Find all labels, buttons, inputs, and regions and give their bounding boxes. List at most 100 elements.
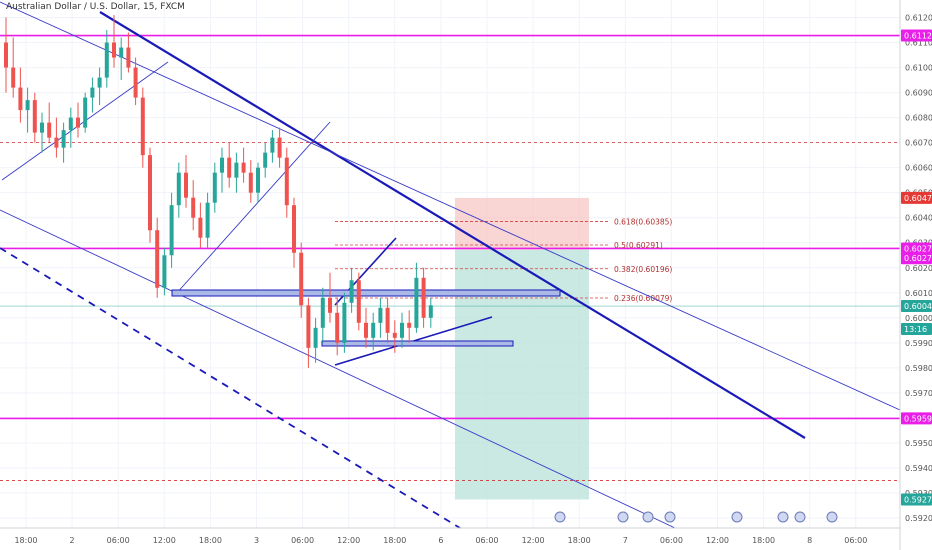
candle-body [133, 67, 138, 98]
candle-body [364, 322, 368, 338]
candle-body [320, 297, 325, 328]
candle-body [407, 322, 412, 328]
time-tick-label: 18:00 [383, 536, 406, 545]
price-tag-label: 0.61128 [904, 32, 932, 41]
candle-body [392, 332, 397, 338]
candle-body [126, 47, 131, 68]
candle-body [162, 255, 167, 288]
candle-body [11, 67, 16, 88]
time-tick-label: 06:00 [844, 536, 867, 545]
fib-level-label: 0.5(0.60291) [614, 241, 663, 250]
price-tag-badge [901, 29, 932, 42]
price-tag-badge [901, 412, 932, 425]
time-tick-label: 18:00 [14, 536, 37, 545]
candle-body [54, 137, 59, 148]
candle-body [176, 172, 181, 206]
price-tag-badge [901, 191, 932, 204]
candle-body [371, 322, 376, 338]
economic-event-icons [554, 511, 838, 523]
time-tick-label: 18:00 [199, 536, 222, 545]
candle-body [25, 100, 30, 111]
price-tag-label: 0.60047 [904, 302, 932, 311]
candle-body [277, 137, 282, 158]
fib-level-label: 0.618(0.60385) [614, 217, 672, 226]
candle-body [169, 205, 174, 256]
candle-body [90, 87, 95, 98]
candle-body [205, 202, 210, 238]
price-tag-badge [901, 242, 932, 255]
chart-title: Australian Dollar / U.S. Dollar, 15, FXC… [6, 2, 185, 12]
candles [4, 15, 433, 368]
event-flag-icon [826, 511, 838, 523]
channel-upper-line [0, 1, 901, 411]
candle-body [421, 277, 426, 318]
time-tick-label: 18:00 [752, 536, 775, 545]
price-tag-label: 0.59274 [904, 495, 932, 504]
event-flag-icon [777, 511, 789, 523]
horizontal-levels [0, 34, 900, 481]
time-tick-label: 6 [438, 536, 443, 545]
event-flag-icon [554, 511, 566, 523]
candle-body [4, 42, 8, 68]
candle-body [356, 280, 361, 323]
price-tag-label: 13:16 [904, 325, 927, 334]
time-tick-label: 12:00 [706, 536, 729, 545]
candle-body [18, 87, 23, 111]
candle-body [313, 327, 318, 348]
candle-body [385, 307, 390, 333]
candle-body [61, 130, 66, 148]
time-axis: 18:00 2 06:00 12:00 18:00 3 06:00 12:00 18:00 6 06… [14, 536, 867, 545]
time-tick-label: 3 [254, 536, 259, 545]
candle-body [299, 252, 304, 306]
candle-body [155, 230, 160, 288]
candle-body [97, 77, 102, 88]
candle-body [241, 162, 246, 173]
time-tick-label: 12:00 [153, 536, 176, 545]
event-flag-icon [794, 511, 806, 523]
price-tag-badge [901, 493, 932, 506]
event-flag-icon [664, 511, 676, 523]
candle-body [284, 157, 289, 206]
time-tick-label: 06:00 [660, 536, 683, 545]
fib-level-label: 0.236(0.60079) [614, 294, 672, 303]
candle-body [32, 100, 37, 133]
candle-body [148, 155, 152, 231]
price-tag-label: 0.60479 [904, 194, 932, 203]
price-tag-label: 0.59598 [904, 414, 932, 423]
candle-body [428, 305, 433, 318]
event-flag-icon [617, 511, 629, 523]
stop-loss-zone [455, 197, 589, 250]
candle-body [220, 157, 224, 173]
price-tick-label: 0.59200 [905, 514, 932, 523]
candle-body [112, 42, 116, 58]
price-tags: 0.61128 0.60479 0.602770.60272 0.60047 13:16… [901, 29, 932, 506]
channel-dashed-line [0, 247, 461, 529]
support-zone-upper [171, 289, 561, 297]
candle-body [256, 167, 260, 193]
time-tick-label: 06:00 [291, 536, 314, 545]
candle-body [191, 197, 196, 218]
time-tick-label: 8 [807, 536, 812, 545]
candle-body [328, 297, 332, 313]
candle-body [414, 277, 419, 328]
time-tick-label: 06:00 [107, 536, 130, 545]
candle-body [306, 305, 311, 348]
candle-body [349, 280, 354, 303]
candle-body [335, 312, 340, 343]
